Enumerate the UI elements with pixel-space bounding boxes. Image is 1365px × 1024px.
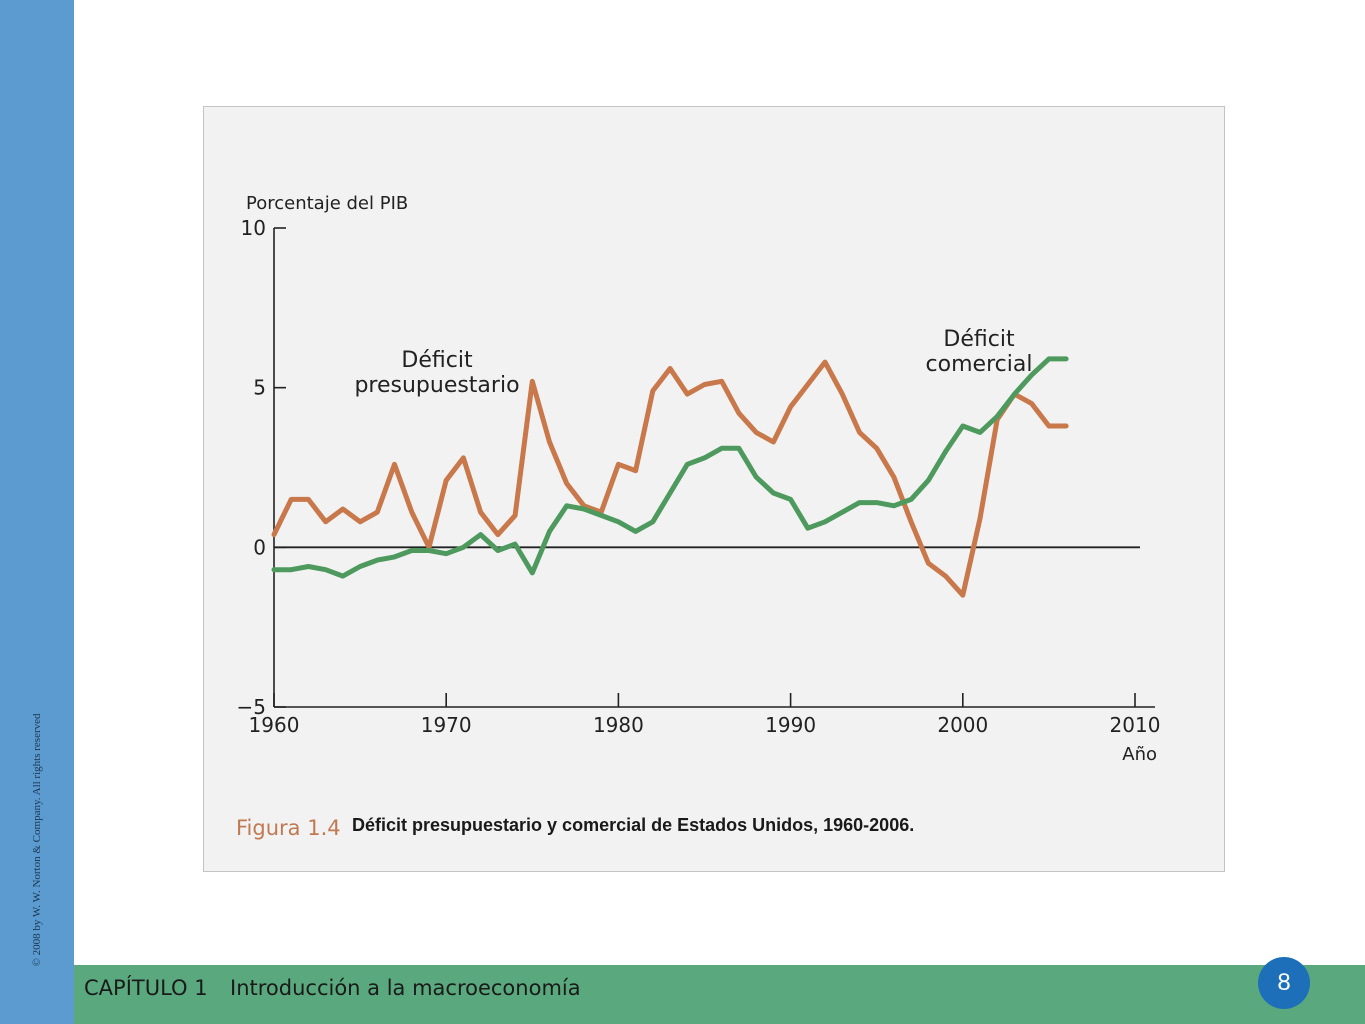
budget-deficit-annotation: Déficit [401,348,473,373]
figure-caption: Déficit presupuestario y comercial de Es… [352,815,915,835]
x-tick-label: 2000 [937,713,988,737]
figure-panel: 10 5 0 −5 1960 1970 1980 1990 2000 2010 Porcentaje… [203,106,1225,872]
y-axis-title: Porcentaje del PIB [246,193,408,214]
budget-deficit-annotation: presupuestario [354,373,519,398]
x-tick-label: 1980 [593,713,644,737]
trade-deficit-annotation: comercial [926,352,1033,377]
footer-bar [74,965,1365,1024]
x-tick-label: 1970 [421,713,472,737]
chapter-label: CAPÍTULO 1 [84,976,208,1000]
x-axis-title: Año [1122,744,1157,765]
figure-label: Figura 1.4 [236,816,341,840]
chapter-title: Introducción a la macroeconomía [230,976,581,1000]
y-tick-label: 0 [253,535,266,559]
trade-deficit-annotation: Déficit [943,327,1015,352]
y-tick-label: 5 [253,376,266,400]
y-tick-label: −5 [237,695,266,719]
trade-deficit-line [271,356,1069,579]
y-tick-label: 10 [241,216,266,240]
copyright-notice: © 2008 by W. W. Norton & Company. All ri… [31,713,43,967]
x-tick-label: 1960 [249,713,300,737]
x-tick-label: 2010 [1110,713,1161,737]
page-number-badge: 8 [1258,957,1310,1009]
budget-deficit-line [271,359,1069,598]
left-side-band [0,0,74,1024]
x-tick-label: 1990 [765,713,816,737]
